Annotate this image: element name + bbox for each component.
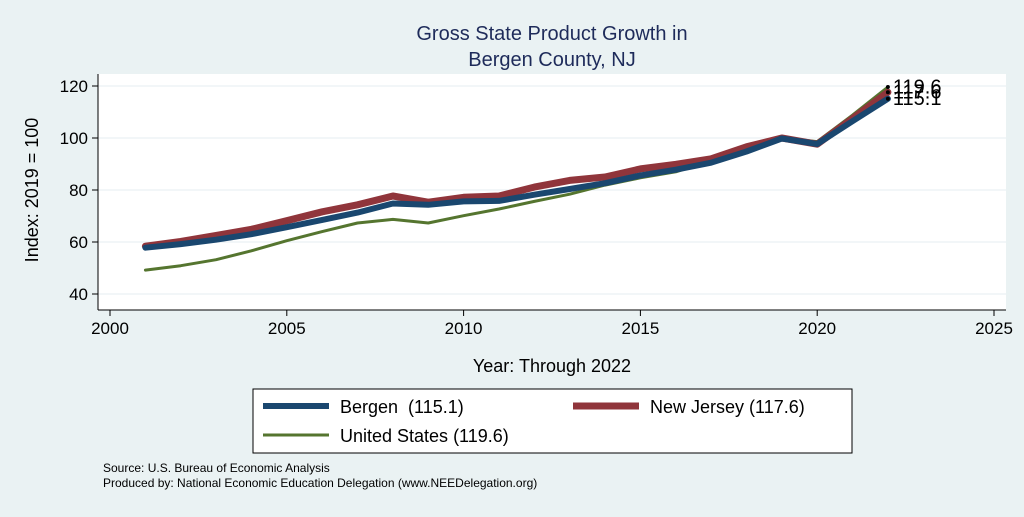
legend: Bergen (115.1) New Jersey (117.6) United S…: [252, 388, 853, 454]
end-label-new-jersey: 117.6: [893, 82, 942, 104]
x-axis-label: Year: Through 2022: [473, 356, 631, 376]
axes: 40 60 80 100 120 2000 2005 2010 2015 2020 2025: [60, 74, 1013, 338]
legend-box: [252, 388, 853, 454]
x-tick-label-2025: 2025: [975, 319, 1013, 338]
x-tick-label-2015: 2015: [621, 319, 659, 338]
legend-label-united-states: United States (119.6): [340, 426, 509, 446]
y-tick-label-100: 100: [60, 129, 88, 148]
x-tick-label-2020: 2020: [798, 319, 836, 338]
x-tick-label-2005: 2005: [268, 319, 306, 338]
x-tick-label-2000: 2000: [91, 319, 129, 338]
chart-title-line-1: Gross State Product Growth in: [416, 23, 687, 45]
y-tick-label-80: 80: [69, 181, 88, 200]
chart-title-line-2: Bergen County, NJ: [468, 49, 636, 71]
y-axis-label: Index: 2019 = 100: [22, 118, 42, 263]
end-label-bergen: 115.1: [893, 88, 942, 110]
x-tick-label-2010: 2010: [445, 319, 483, 338]
end-label-united-states: 119.6: [893, 76, 942, 98]
y-tick-label-40: 40: [69, 285, 88, 304]
end-point-bergen: [885, 96, 890, 101]
series-lines: [141, 85, 892, 272]
end-point-united-states: [885, 85, 890, 90]
legend-label-bergen: Bergen (115.1): [340, 397, 464, 417]
end-point-new-jersey: [885, 90, 890, 95]
series-line-bergen: [142, 95, 891, 251]
source-note: Source: U.S. Bureau of Economic Analysis: [103, 461, 330, 475]
y-tick-label-120: 120: [60, 77, 88, 96]
legend-label-new-jersey: New Jersey (117.6): [650, 397, 805, 417]
producer-note: Produced by: National Economic Education…: [103, 476, 537, 490]
chart-title: Gross State Product Growth in Bergen Cou…: [416, 23, 687, 71]
y-tick-label-60: 60: [69, 233, 88, 252]
